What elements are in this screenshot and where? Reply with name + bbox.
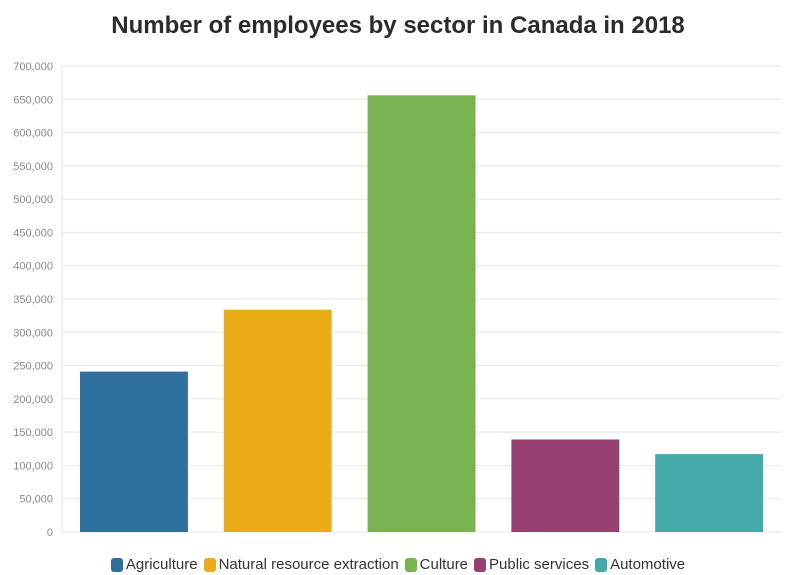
y-tick-label: 150,000 — [13, 427, 53, 439]
chart-title: Number of employees by sector in Canada … — [111, 12, 685, 39]
legend-swatch — [110, 557, 123, 572]
legend-label: Agriculture — [125, 556, 198, 573]
bar-culture[interactable] — [367, 95, 476, 533]
bar-automotive[interactable] — [655, 454, 764, 532]
legend-swatch — [474, 557, 487, 572]
legend-label: Automotive — [610, 556, 686, 573]
y-tick-label: 100,000 — [13, 460, 53, 472]
y-tick-label: 50,000 — [19, 494, 53, 506]
legend-item[interactable]: Natural resource extraction — [203, 556, 399, 573]
y-tick-label: 400,000 — [13, 261, 53, 273]
bar-natural-resource-extraction[interactable] — [223, 309, 332, 532]
legend: Agriculture Natural resource extraction Cu… — [0, 556, 796, 573]
legend-label: Public services — [489, 556, 590, 573]
y-tick-label: 450,000 — [13, 227, 53, 239]
y-tick-label: 600,000 — [13, 128, 53, 140]
y-tick-label: 650,000 — [13, 94, 53, 106]
legend-item[interactable]: Culture — [404, 556, 469, 573]
legend-swatch — [595, 557, 608, 572]
y-axis: 0 50,000 100,000 150,000 200,000 250,000 300,0… — [13, 61, 63, 539]
legend-item[interactable]: Public services — [474, 556, 589, 573]
legend-swatch — [404, 557, 417, 572]
y-tick-label: 250,000 — [13, 361, 53, 373]
y-tick-label: 500,000 — [13, 194, 53, 206]
bar-agriculture[interactable] — [80, 371, 188, 532]
y-tick-label: 300,000 — [13, 327, 53, 339]
legend-label: Natural resource extraction — [218, 556, 399, 573]
bars — [80, 95, 764, 533]
legend-item[interactable]: Agriculture — [110, 556, 198, 573]
y-tick-label: 550,000 — [13, 161, 53, 173]
y-tick-label: 0 — [47, 527, 53, 539]
legend-label: Culture — [419, 556, 469, 573]
y-tick-label: 200,000 — [13, 394, 53, 406]
legend-swatch — [203, 557, 216, 572]
bar-public-services[interactable] — [511, 439, 620, 533]
y-tick-label: 350,000 — [13, 294, 53, 306]
y-tick-label: 700,000 — [13, 61, 53, 73]
bar-chart: 0 50,000 100,000 150,000 200,000 250,000 300,0… — [13, 61, 781, 539]
legend-item[interactable]: Automotive — [595, 556, 685, 573]
